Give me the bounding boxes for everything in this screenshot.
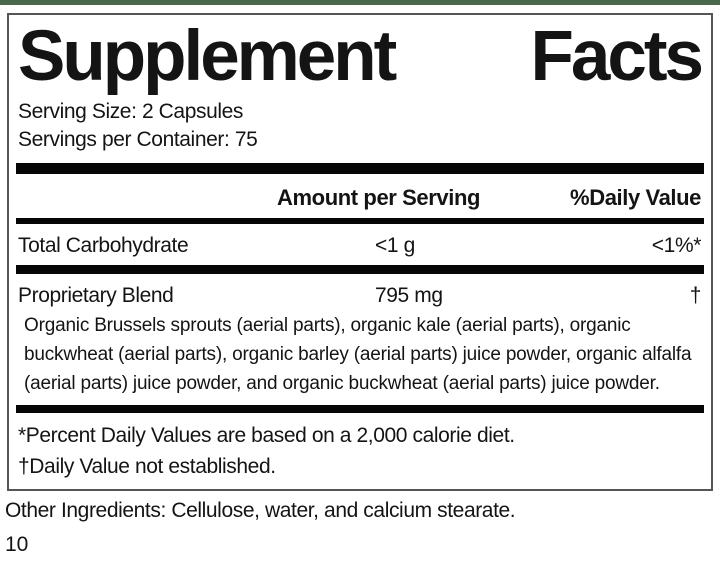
separator-bar-mid [16, 265, 704, 274]
nutrient-amount: <1 g [375, 234, 415, 257]
serving-info: Serving Size: 2 Capsules Servings per Co… [9, 95, 711, 154]
nutrient-row-proprietary-blend: Proprietary Blend 795 mg † [9, 274, 711, 308]
nutrient-row-total-carbohydrate: Total Carbohydrate <1 g <1%* [9, 224, 711, 265]
servings-per-container-text: Servings per Container: 75 [18, 128, 258, 151]
serving-size-text: Serving Size: 2 Capsules [18, 100, 244, 123]
supplement-facts-panel: Supplement Facts Serving Size: 2 Capsule… [7, 13, 713, 491]
page-number: 10 [5, 533, 29, 556]
nutrient-name: Proprietary Blend [18, 284, 174, 307]
separator-bar-thick [16, 163, 704, 174]
proprietary-blend-description: Organic Brussels sprouts (aerial parts),… [24, 315, 692, 394]
column-header-row: Amount per Serving %Daily Value [9, 174, 711, 218]
amount-per-serving-header: Amount per Serving [277, 185, 481, 210]
nutrient-daily-value: † [689, 284, 702, 307]
panel-title: Supplement Facts [9, 15, 711, 95]
nutrient-daily-value: <1%* [651, 234, 702, 257]
footnote-daily-value-not-established: †Daily Value not established. [18, 455, 276, 478]
nutrient-amount: 795 mg [375, 284, 443, 307]
separator-bar-under-header [16, 218, 704, 224]
top-accent-bar [0, 0, 720, 5]
footnote-percent-daily-value: *Percent Daily Values are based on a 2,0… [18, 424, 515, 447]
daily-value-header: %Daily Value [570, 185, 701, 210]
separator-bar-above-footnotes [16, 405, 704, 413]
title-word-supplement: Supplement [18, 17, 397, 96]
nutrient-name: Total Carbohydrate [18, 234, 189, 257]
footnotes: *Percent Daily Values are based on a 2,0… [9, 413, 711, 489]
other-ingredients-text: Other Ingredients: Cellulose, water, and… [5, 499, 516, 522]
title-word-facts: Facts [530, 17, 704, 96]
